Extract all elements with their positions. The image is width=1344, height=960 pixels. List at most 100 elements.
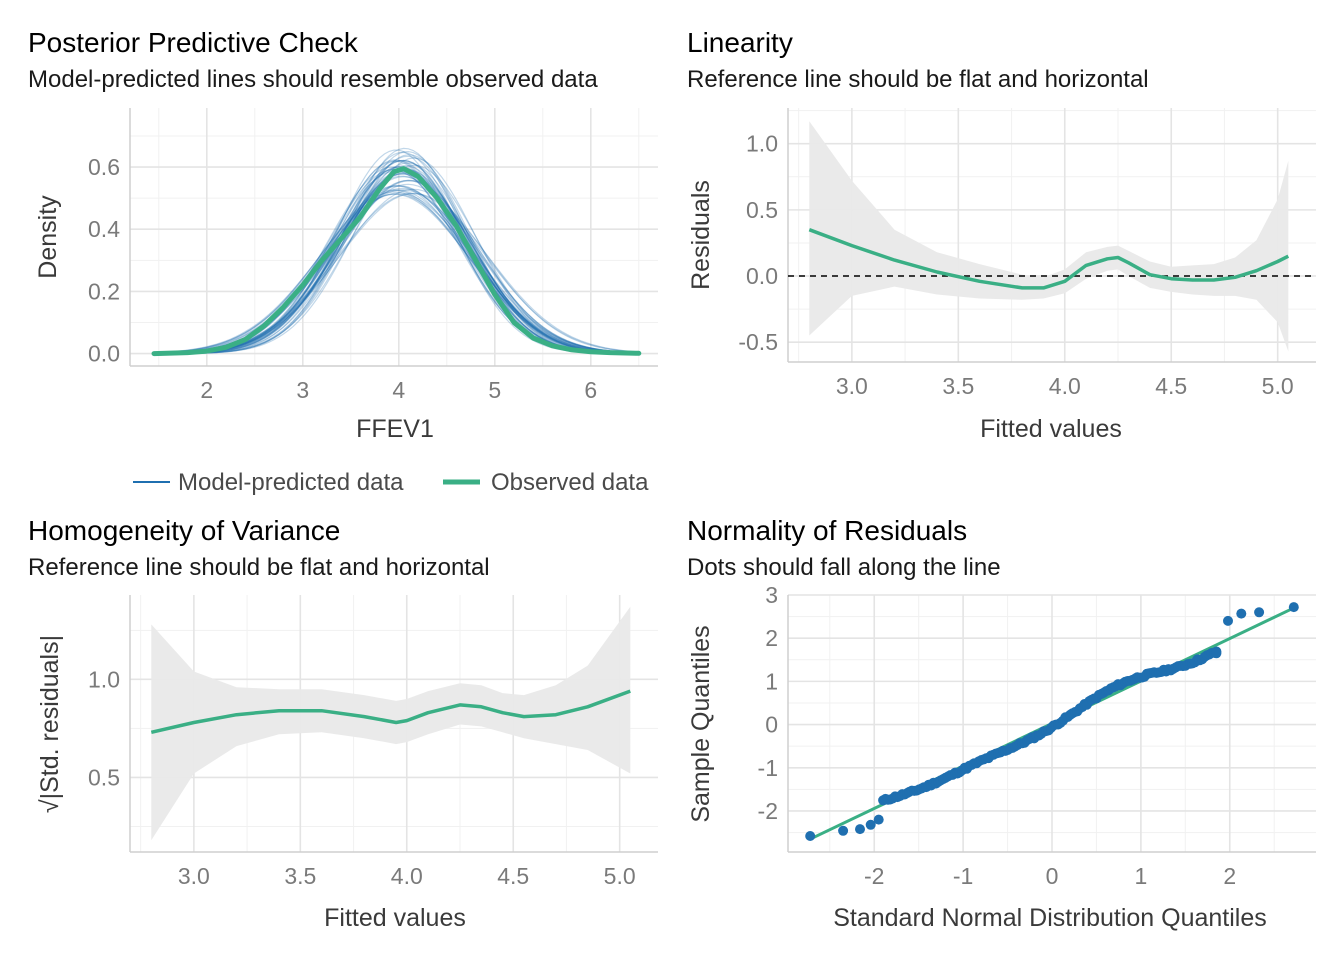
x-tick-label: 3.5	[942, 373, 974, 399]
y-tick-label: 0	[765, 712, 778, 738]
confidence-band	[809, 121, 1289, 352]
y-tick-label: 0.5	[746, 197, 778, 223]
x-tick-label: 2	[200, 377, 213, 403]
predicted-density-line	[153, 191, 639, 354]
confidence-band-area	[151, 606, 631, 841]
smooth-line	[150, 689, 631, 735]
y-tick-label: 0.4	[88, 216, 120, 242]
x-tick-label: 4	[392, 377, 405, 403]
panel-title: Homogeneity of Variance	[28, 515, 340, 546]
predicted-density-line	[153, 189, 639, 354]
y-axis-label: √|Std. residuals|	[36, 635, 64, 813]
x-axis-label: Standard Normal Distribution Quantiles	[833, 904, 1267, 932]
x-tick-label: 3	[296, 377, 309, 403]
predicted-density-line	[153, 176, 639, 354]
panel-subtitle: Dots should fall along the line	[687, 554, 1001, 581]
y-axis-label: Density	[34, 195, 62, 279]
confidence-band	[151, 606, 631, 841]
y-tick-label: -2	[758, 798, 778, 824]
panel-title: Linearity	[687, 27, 793, 58]
panel-subtitle: Reference line should be flat and horizo…	[28, 554, 490, 581]
y-tick-label: 0.5	[88, 764, 120, 790]
predicted-density-line	[154, 173, 639, 354]
y-tick-label: 0.6	[88, 154, 120, 180]
legend-observed-label: Observed data	[491, 469, 649, 496]
predicted-density-line	[153, 193, 639, 354]
observed-density-line	[151, 166, 642, 357]
y-tick-label: -0.5	[738, 329, 778, 355]
x-tick-label: 3.5	[284, 863, 316, 889]
predicted-density-line	[153, 180, 639, 354]
predicted-density-line	[153, 188, 639, 354]
y-tick-label: 1	[765, 668, 778, 694]
y-tick-label: 1.0	[746, 131, 778, 157]
predicted-density-line	[153, 185, 639, 354]
posterior-predictive-check-panel: Posterior Predictive Check Model-predict…	[28, 27, 658, 443]
x-tick-label: 4.0	[1049, 373, 1081, 399]
x-tick-label: 3.0	[178, 863, 210, 889]
grid	[787, 594, 1316, 853]
predicted-density-line	[154, 164, 639, 355]
series-lines	[150, 689, 631, 735]
x-tick-label: 4.0	[391, 863, 423, 889]
qq-point	[1223, 615, 1233, 626]
qq-point	[1288, 602, 1299, 613]
qq-point	[805, 831, 816, 841]
predicted-density-line	[153, 179, 639, 354]
x-tick-label: 5	[488, 377, 501, 403]
panel-title: Posterior Predictive Check	[28, 27, 359, 58]
tick-labels: 3.0 3.5 4.0 4.5 5.0 -0.5 0.0 0.5 1.0	[738, 131, 1293, 399]
legend-predicted-label: Model-predicted data	[178, 469, 404, 496]
predicted-density-line	[154, 157, 639, 355]
x-tick-label: 4.5	[1155, 373, 1187, 399]
panel-subtitle: Reference line should be flat and horizo…	[687, 66, 1149, 93]
predicted-density-line	[154, 149, 639, 355]
legend: Model-predicted data Observed data	[133, 469, 649, 496]
x-tick-label: -2	[864, 863, 884, 889]
y-tick-label: 3	[765, 582, 778, 608]
predicted-density-line	[153, 183, 639, 354]
predicted-density-line	[153, 179, 639, 354]
predicted-density-line	[154, 162, 639, 355]
grid	[129, 108, 658, 367]
x-tick-label: 4.5	[497, 863, 529, 889]
homogeneity-of-variance-panel: Homogeneity of Variance Reference line s…	[28, 515, 658, 932]
series-lines	[151, 166, 642, 357]
x-tick-label: 0	[1046, 863, 1059, 889]
predicted-density-line	[153, 189, 639, 354]
y-tick-label: 2	[765, 625, 778, 651]
points	[805, 602, 1299, 841]
predicted-density-line	[154, 172, 639, 354]
predicted-density-line	[153, 184, 639, 354]
y-tick-label: -1	[758, 755, 778, 781]
x-tick-label: 5.0	[1262, 373, 1294, 399]
predicted-density-line	[154, 150, 639, 355]
linearity-panel: Linearity Reference line should be flat …	[687, 27, 1316, 443]
y-tick-label: 0.0	[746, 263, 778, 289]
panel-title: Normality of Residuals	[687, 515, 967, 546]
confidence-band-area	[809, 121, 1289, 352]
predicted-density-line	[153, 187, 639, 354]
qq-point	[838, 825, 849, 836]
y-tick-label: 0.0	[88, 341, 120, 367]
qq-point	[855, 824, 865, 835]
y-tick-label: 1.0	[88, 666, 120, 692]
qq-point	[865, 819, 876, 830]
x-tick-label: -1	[953, 863, 973, 889]
predicted-density-line	[153, 185, 639, 354]
predicted-density-line	[153, 175, 639, 354]
predicted-density-line	[153, 192, 639, 354]
y-axis-label: Sample Quantiles	[687, 625, 715, 822]
series-lines	[788, 228, 1316, 290]
tick-labels: -2 -1 0 1 2 -2 -1 0 1 2 3	[758, 582, 1237, 889]
x-axis-label: Fitted values	[324, 904, 466, 932]
normality-of-residuals-panel: Normality of Residuals Dots should fall …	[687, 515, 1316, 932]
x-axis-label: Fitted values	[980, 415, 1122, 443]
x-tick-label: 2	[1223, 863, 1236, 889]
x-tick-label: 6	[584, 377, 597, 403]
qq-point	[873, 814, 884, 825]
panel-subtitle: Model-predicted lines should resemble ob…	[28, 66, 598, 93]
x-axis-label: FFEV1	[356, 415, 434, 443]
predicted-density-line	[153, 192, 639, 354]
